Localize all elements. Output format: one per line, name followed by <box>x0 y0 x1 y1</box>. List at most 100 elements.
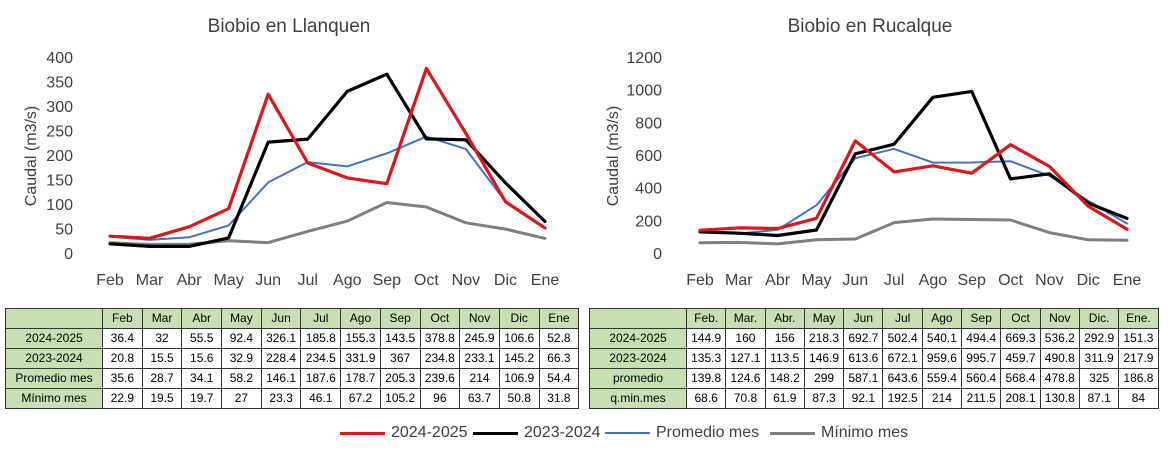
table-cell: 156 <box>764 328 805 349</box>
table-cell: 560.4 <box>961 368 1002 389</box>
table-cell: 239.6 <box>419 368 461 389</box>
table-cell: 36.4 <box>102 328 143 349</box>
legend-label: Promedio mes <box>656 424 760 441</box>
table-cell: 113.5 <box>764 348 805 369</box>
table-cell: 228.4 <box>260 348 302 369</box>
table-cell: 459.7 <box>1000 348 1041 369</box>
table-corner-cell <box>589 308 687 329</box>
table-header-cell: Nov <box>459 308 500 329</box>
table-cell: 67.2 <box>340 388 381 409</box>
x-tick-label: Abr <box>177 272 203 289</box>
table-cell: 15.6 <box>181 348 223 369</box>
table-row: 2024-2025 144.9 160 156 218.3 692.7 502.4 540.1… <box>589 328 1159 349</box>
table-cell: 106.9 <box>498 368 540 389</box>
x-tick-label: Mar <box>725 272 753 289</box>
table-cell: 87.1 <box>1078 388 1120 409</box>
table-cell: 959.6 <box>921 348 963 369</box>
table-cell: 124.6 <box>725 368 766 389</box>
table-header-cell: Ago <box>921 308 963 329</box>
x-tick-label: Ene <box>531 272 560 289</box>
table-llanquen: Feb Mar Abr May Jun Jul Ago Sep Oct Nov Dic Ene 2024… <box>5 308 580 409</box>
table-cell: 208.1 <box>1000 388 1041 409</box>
table-header-cell: Dic <box>498 308 540 329</box>
table-cell: 559.4 <box>921 368 963 389</box>
table-cell: 50.8 <box>498 388 540 409</box>
x-tick-label: Dic <box>494 272 517 289</box>
table-cell: 326.1 <box>260 328 302 349</box>
table-cell: 151.3 <box>1118 328 1159 349</box>
table-cell: 185.8 <box>300 328 342 349</box>
y-tick-label: 250 <box>46 124 73 141</box>
table-cell: 84 <box>1118 388 1159 409</box>
table-cell: 146.1 <box>260 368 302 389</box>
table-cell: 214 <box>921 388 963 409</box>
table-cell: 127.1 <box>725 348 766 369</box>
table-header-row: Feb. Mar. Abr. May Jun Jul Ago Sep Oct Nov Dic. Ene… <box>589 308 1159 329</box>
legend-label: Mínimo mes <box>821 424 909 441</box>
legend: 2024-2025 2023-2024 Promedio mes Mínimo mes <box>0 420 1172 446</box>
x-tick-label: Sep <box>957 272 986 289</box>
table-cell: 148.2 <box>764 368 805 389</box>
table-cell: 105.2 <box>379 388 421 409</box>
legend-item: 2023-2024 <box>473 420 601 446</box>
table-cell: 378.8 <box>419 328 461 349</box>
table-header-cell: Oct <box>419 308 461 329</box>
table-cell: 643.6 <box>882 368 923 389</box>
table-row: q.min.mes 68.6 70.8 61.9 87.3 92.1 192.5 214 211… <box>589 388 1159 409</box>
table-row: promedio 139.8 124.6 148.2 299 587.1 643.6 559.… <box>589 368 1159 389</box>
table-header-cell: Mar. <box>725 308 766 329</box>
table-row: Mínimo mes 22.9 19.5 19.7 27 23.3 46.1 67.2 105.… <box>5 388 580 409</box>
table-cell: 292.9 <box>1078 328 1120 349</box>
table-cell: 995.7 <box>961 348 1002 369</box>
table-cell: 20.8 <box>102 348 143 369</box>
y-tick-label: 0 <box>64 246 73 263</box>
x-tick-label: Feb <box>686 272 714 289</box>
y-tick-label: 50 <box>55 222 73 239</box>
table-cell: 217.9 <box>1118 348 1159 369</box>
table-cell: 186.8 <box>1118 368 1159 389</box>
legend-item: Promedio mes <box>605 420 759 446</box>
y-tick-label: 100 <box>46 197 73 214</box>
x-tick-label: Jul <box>298 272 318 289</box>
table-row-label: promedio <box>589 368 687 389</box>
table-cell: 19.7 <box>181 388 223 409</box>
table-cell: 494.4 <box>961 328 1002 349</box>
legend-swatch <box>473 431 518 435</box>
x-tick-label: Oct <box>998 272 1023 289</box>
table-corner-cell <box>5 308 103 329</box>
table-cell: 66.3 <box>538 348 580 369</box>
table-cell: 61.9 <box>764 388 805 409</box>
table-header-cell: Nov <box>1039 308 1080 329</box>
table-cell: 106.6 <box>498 328 540 349</box>
table-cell: 70.8 <box>725 388 766 409</box>
table-header-cell: Mar <box>141 308 183 329</box>
table-header-cell: Ene. <box>1118 308 1159 329</box>
table-cell: 34.1 <box>181 368 223 389</box>
table-cell: 130.8 <box>1039 388 1080 409</box>
table-cell: 92.4 <box>221 328 262 349</box>
x-tick-label: Feb <box>96 272 124 289</box>
table-cell: 490.8 <box>1039 348 1080 369</box>
table-cell: 32.9 <box>221 348 262 369</box>
legend-swatch <box>340 431 385 435</box>
table-cell: 63.7 <box>459 388 500 409</box>
table-header-row: Feb Mar Abr May Jun Jul Ago Sep Oct Nov Dic Ene <box>5 308 580 329</box>
table-cell: 96 <box>419 388 461 409</box>
series-line-m-nimo-mes <box>108 201 547 246</box>
table-header-cell: Ago <box>340 308 381 329</box>
table-header-cell: Ene <box>538 308 580 329</box>
table-header-cell: Feb <box>102 308 143 329</box>
table-cell: 568.4 <box>1000 368 1041 389</box>
table-cell: 502.4 <box>882 328 923 349</box>
x-tick-label: May <box>214 272 244 289</box>
table-row: 2023-2024 135.3 127.1 113.5 146.9 613.6 672.1 9… <box>589 348 1159 369</box>
table-row-label: 2023-2024 <box>5 348 103 369</box>
table-cell: 28.7 <box>141 368 183 389</box>
table-cell: 613.6 <box>843 348 884 369</box>
table-cell: 178.7 <box>340 368 381 389</box>
table-cell: 155.3 <box>340 328 381 349</box>
chart-title: Biobio en Rucalque <box>788 16 953 37</box>
y-tick-label: 1000 <box>626 83 662 100</box>
series-line-m-nimo-mes <box>698 217 1129 246</box>
table-cell: 299 <box>803 368 845 389</box>
